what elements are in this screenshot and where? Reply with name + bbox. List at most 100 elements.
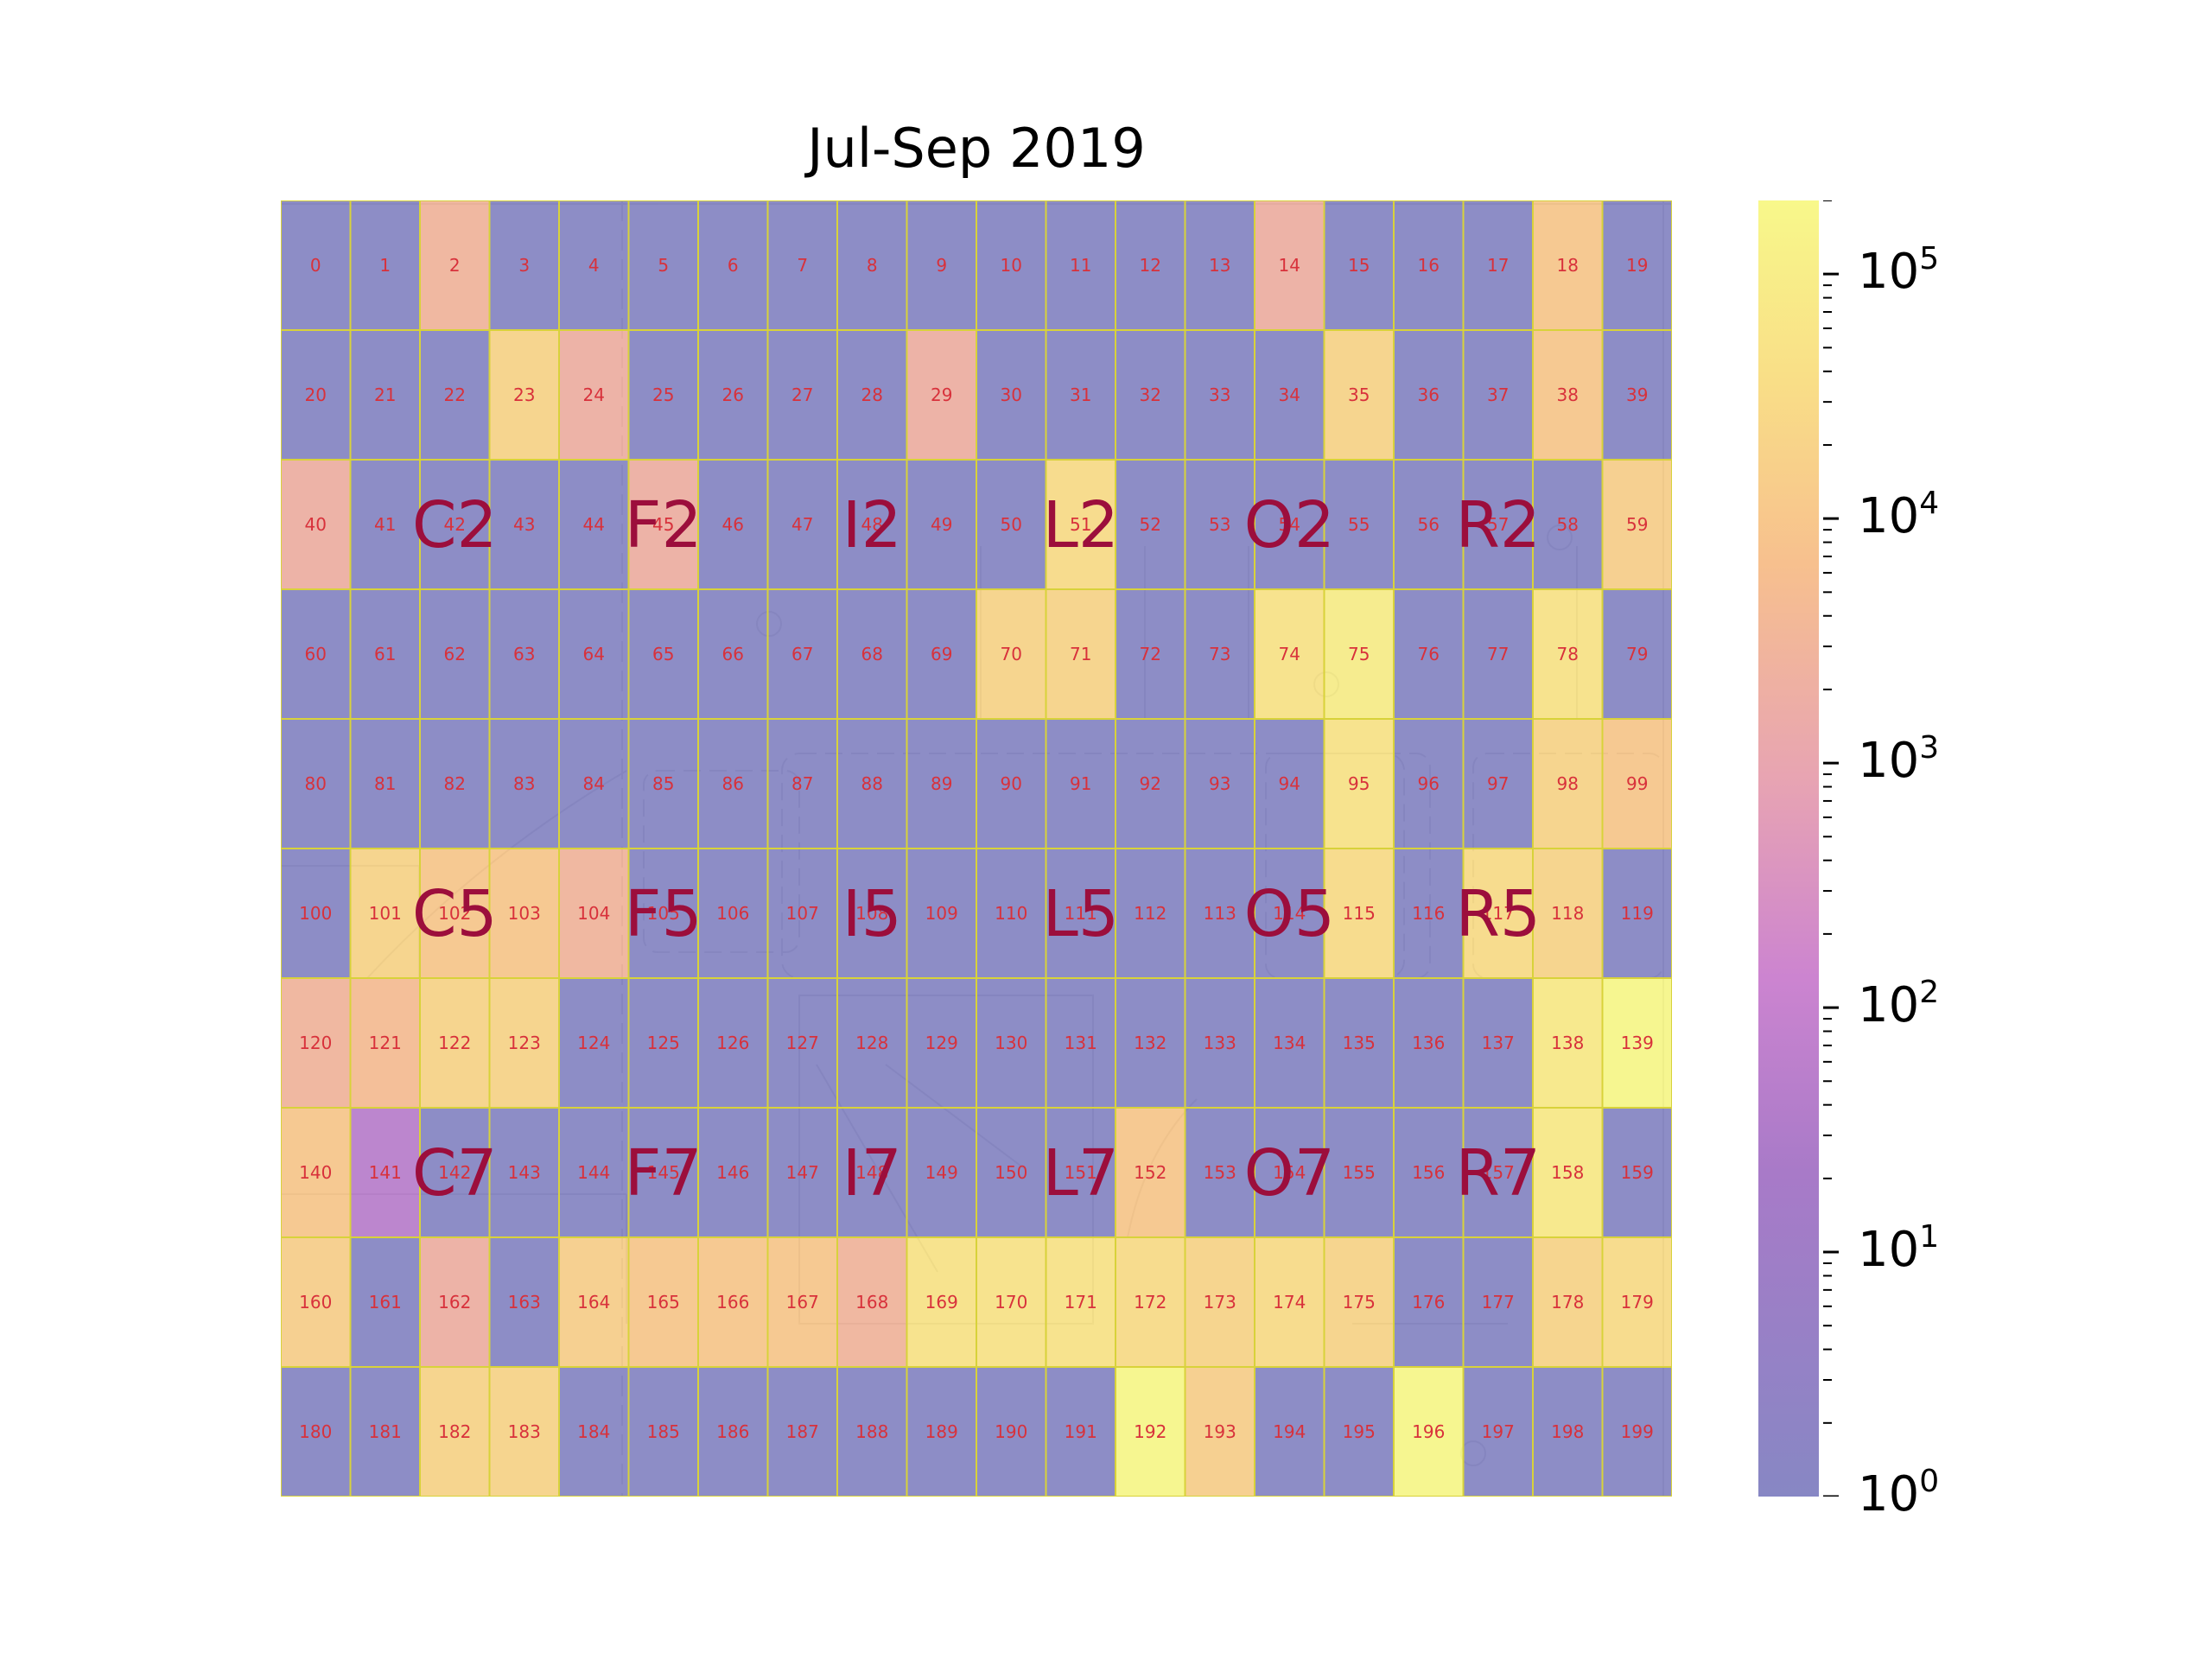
cell-label-91: 91 — [1070, 773, 1091, 794]
cell-label-5: 5 — [658, 255, 669, 276]
cell-label-148: 148 — [855, 1162, 888, 1183]
heatmap-cell-43 — [489, 460, 559, 589]
cell-label-32: 32 — [1140, 385, 1161, 405]
cell-label-80: 80 — [305, 773, 327, 794]
cell-label-28: 28 — [861, 385, 883, 405]
cell-label-45: 45 — [652, 514, 674, 535]
heatmap-cell-41 — [350, 460, 420, 589]
cell-label-3: 3 — [518, 255, 530, 276]
cell-label-151: 151 — [1065, 1162, 1097, 1183]
cell-label-111: 111 — [1065, 903, 1097, 924]
heatmap-cell-115 — [1324, 849, 1394, 978]
cell-label-187: 187 — [786, 1421, 819, 1442]
heatmap-cell-181 — [350, 1367, 420, 1497]
cell-label-120: 120 — [299, 1033, 332, 1053]
cell-label-76: 76 — [1418, 644, 1440, 664]
heatmap-cell-137 — [1463, 978, 1533, 1108]
colorbar-tick-label: 101 — [1858, 1219, 1940, 1279]
heatmap-cell-194 — [1255, 1367, 1325, 1497]
heatmap-cell-111 — [1046, 849, 1116, 978]
colorbar-tick-marks — [1823, 200, 1839, 1497]
colorbar-tick-label: 102 — [1858, 975, 1940, 1034]
cell-label-186: 186 — [716, 1421, 749, 1442]
heatmap-cell-2 — [420, 200, 490, 330]
heatmap-cell-186 — [698, 1367, 768, 1497]
heatmap-cell-35 — [1324, 330, 1394, 460]
heatmap-cell-17 — [1463, 200, 1533, 330]
heatmap-cell-117 — [1463, 849, 1533, 978]
heatmap-cell-149 — [906, 1108, 976, 1237]
heatmap-cell-76 — [1394, 589, 1464, 719]
cell-label-81: 81 — [374, 773, 396, 794]
cell-label-102: 102 — [438, 903, 471, 924]
heatmap-cell-6 — [698, 200, 768, 330]
heatmap-cell-25 — [628, 330, 698, 460]
cell-label-55: 55 — [1348, 514, 1370, 535]
heatmap-cell-85 — [628, 719, 698, 849]
cell-label-87: 87 — [791, 773, 813, 794]
cell-label-37: 37 — [1487, 385, 1509, 405]
cell-label-40: 40 — [305, 514, 327, 535]
cell-label-131: 131 — [1065, 1033, 1097, 1053]
cell-label-57: 57 — [1487, 514, 1509, 535]
cell-label-69: 69 — [931, 644, 952, 664]
cell-label-56: 56 — [1418, 514, 1440, 535]
cell-label-162: 162 — [438, 1292, 471, 1313]
heatmap-cell-33 — [1185, 330, 1255, 460]
heatmap-cell-0 — [281, 200, 351, 330]
heatmap-cell-152 — [1116, 1108, 1185, 1237]
heatmap-cell-123 — [489, 978, 559, 1108]
cell-label-143: 143 — [508, 1162, 541, 1183]
cell-label-52: 52 — [1140, 514, 1161, 535]
heatmap-cell-32 — [1116, 330, 1185, 460]
heatmap-cell-91 — [1046, 719, 1116, 849]
cell-label-135: 135 — [1343, 1033, 1376, 1053]
cell-label-114: 114 — [1273, 903, 1306, 924]
heatmap-cell-156 — [1394, 1108, 1464, 1237]
cell-label-86: 86 — [722, 773, 744, 794]
cell-label-144: 144 — [577, 1162, 610, 1183]
cell-label-12: 12 — [1140, 255, 1161, 276]
heatmap-cell-62 — [420, 589, 490, 719]
cell-label-127: 127 — [786, 1033, 819, 1053]
heatmap-cell-121 — [350, 978, 420, 1108]
heatmap-cell-106 — [698, 849, 768, 978]
cell-label-125: 125 — [647, 1033, 680, 1053]
heatmap-cell-16 — [1394, 200, 1464, 330]
heatmap-cell-159 — [1602, 1108, 1672, 1237]
zone-label-C7: C7 — [412, 1136, 498, 1211]
heatmap-cell-67 — [767, 589, 837, 719]
heatmap-cell-36 — [1394, 330, 1464, 460]
heatmap-cell-125 — [628, 978, 698, 1108]
cell-label-104: 104 — [577, 903, 610, 924]
heatmap-cell-58 — [1533, 460, 1603, 589]
zone-labels: C2 F2 I2 L2 O2 R2 C5 F5 I5 L5 O5 R5 C7 F7 I7 L7 O7 R7 — [412, 488, 1541, 1211]
heatmap-cell-108 — [837, 849, 907, 978]
heatmap-cell-110 — [976, 849, 1046, 978]
cell-label-171: 171 — [1065, 1292, 1097, 1313]
heatmap-cell-30 — [976, 330, 1046, 460]
heatmap-cell-78 — [1533, 589, 1603, 719]
heatmap-cell-89 — [906, 719, 976, 849]
cell-label-53: 53 — [1209, 514, 1230, 535]
cell-label-84: 84 — [583, 773, 605, 794]
heatmap-cell-65 — [628, 589, 698, 719]
cell-label-78: 78 — [1557, 644, 1579, 664]
heatmap-cell-192 — [1116, 1367, 1185, 1497]
cell-label-41: 41 — [374, 514, 396, 535]
zone-label-L5: L5 — [1043, 877, 1119, 951]
cell-label-181: 181 — [369, 1421, 402, 1442]
zone-label-R5: R5 — [1456, 877, 1541, 951]
heatmap-cell-148 — [837, 1108, 907, 1237]
heatmap-cell-116 — [1394, 849, 1464, 978]
cell-label-128: 128 — [855, 1033, 888, 1053]
cell-label-66: 66 — [722, 644, 744, 664]
heatmap-cell-173 — [1185, 1237, 1255, 1367]
heatmap-cell-39 — [1602, 330, 1672, 460]
heatmap-cell-129 — [906, 978, 976, 1108]
cell-label-25: 25 — [652, 385, 674, 405]
cell-label-48: 48 — [861, 514, 883, 535]
cell-label-26: 26 — [722, 385, 744, 405]
heatmap-cell-34 — [1255, 330, 1325, 460]
cell-label-122: 122 — [438, 1033, 471, 1053]
